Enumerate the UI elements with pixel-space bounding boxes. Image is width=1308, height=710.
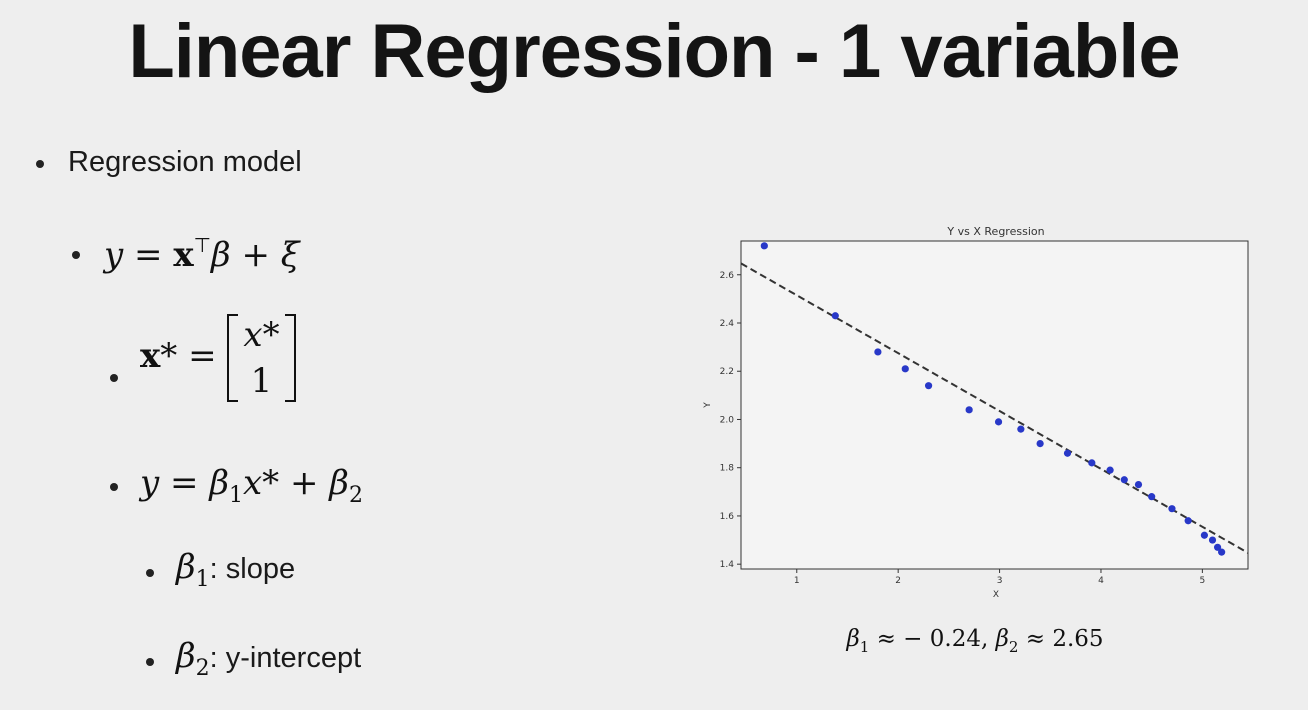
data-point xyxy=(1168,505,1176,513)
y-axis-label: Y xyxy=(703,402,713,409)
y-tick-label: 2.4 xyxy=(720,319,735,329)
regression-scatter-chart: Y vs X Regression 1.41.61.82.02.22.42.6 … xyxy=(703,225,1249,600)
bullet-dot xyxy=(72,251,80,259)
plot-frame xyxy=(740,240,1249,570)
y-tick-label: 1.8 xyxy=(720,464,735,474)
data-point xyxy=(1208,536,1217,544)
data-point xyxy=(1036,439,1044,448)
data-point xyxy=(965,406,973,414)
data-point xyxy=(1063,449,1072,457)
equation-model: y = x⊤β + ξ xyxy=(104,235,300,275)
data-point xyxy=(1106,466,1114,474)
y-tick-label: 2.6 xyxy=(720,271,735,281)
x-tick-label: 2 xyxy=(895,576,901,586)
matrix-vector: x* 1 xyxy=(227,312,296,404)
data-point xyxy=(831,312,839,320)
y-tick-label: 2.2 xyxy=(720,367,734,377)
bullet-dot xyxy=(110,483,118,491)
beta2-definition: β2: y-intercept xyxy=(176,636,362,681)
beta1-definition: β1: slope xyxy=(176,547,296,592)
data-point xyxy=(1213,543,1222,551)
x-tick-label: 4 xyxy=(1098,576,1104,586)
regression-fit-line xyxy=(740,262,1249,554)
bullet-dot xyxy=(146,569,154,577)
caption-beta2-value: ≈ 2.65 xyxy=(1025,626,1104,652)
coefficient-caption: β1 ≈ − 0.24, β2 ≈ 2.65 xyxy=(846,626,1104,656)
caption-beta1-value: ≈ − 0.24, xyxy=(876,626,989,652)
bullet-regression-model: Regression model xyxy=(68,146,302,178)
bullet-dot xyxy=(110,374,118,382)
y-tick-label: 1.4 xyxy=(720,560,735,570)
x-tick-label: 1 xyxy=(794,576,800,586)
data-point xyxy=(924,382,933,390)
beta1-label: : slope xyxy=(209,553,296,585)
chart-title: Y vs X Regression xyxy=(946,225,1044,238)
slide-title: Linear Regression - 1 variable xyxy=(128,9,1180,94)
data-point xyxy=(1184,517,1192,525)
bullet-dot xyxy=(146,658,154,666)
bullet-dot xyxy=(36,160,44,168)
data-point xyxy=(994,418,1003,426)
beta2-label: : y-intercept xyxy=(209,642,362,674)
data-point xyxy=(1134,480,1143,489)
equation-xstar: x* = x* 1 xyxy=(140,312,296,404)
data-point xyxy=(1120,476,1128,484)
data-point xyxy=(760,242,768,250)
data-point xyxy=(1148,493,1156,501)
y-tick-label: 2.0 xyxy=(720,415,735,425)
x-tick-label: 5 xyxy=(1200,576,1206,586)
data-point xyxy=(1200,531,1208,539)
data-point xyxy=(1088,459,1096,467)
equation-linear: y = β1x* + β2 xyxy=(140,463,363,508)
data-point xyxy=(1218,548,1226,556)
data-point xyxy=(874,348,882,356)
x-tick-label: 3 xyxy=(997,576,1003,586)
x-axis-label: X xyxy=(993,590,999,600)
y-tick-label: 1.6 xyxy=(720,512,735,522)
data-point xyxy=(1017,425,1025,433)
data-point xyxy=(901,365,909,373)
